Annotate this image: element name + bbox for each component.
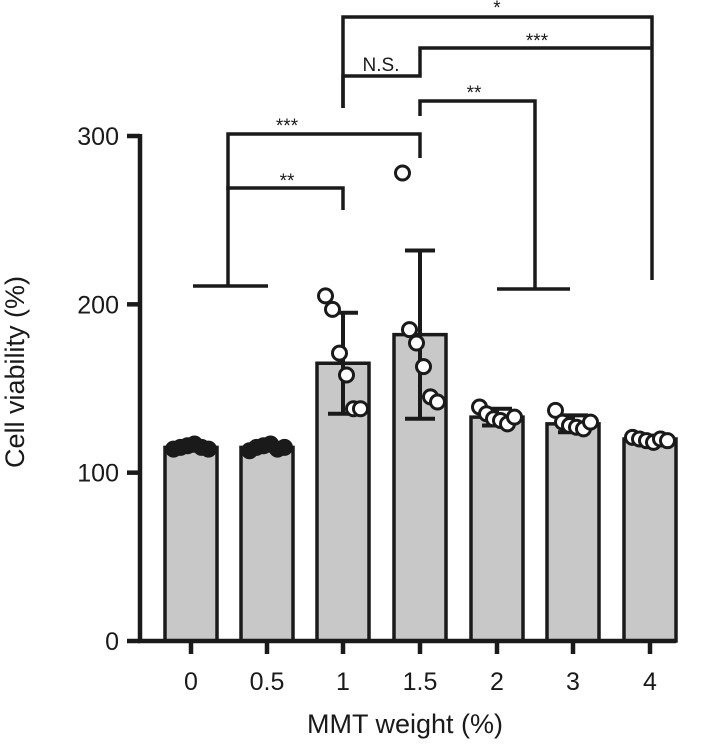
bar — [545, 422, 601, 643]
significance-bracket — [418, 99, 537, 289]
y-tick-label: 300 — [77, 123, 119, 151]
x-axis-title: MMT weight (%) — [307, 709, 503, 739]
significance-bracket — [418, 46, 652, 72]
y-tick-label: 100 — [77, 460, 119, 488]
axes — [127, 133, 676, 654]
bar — [622, 437, 678, 643]
significance-bracket — [226, 186, 345, 210]
data-point — [352, 400, 369, 418]
significance-label: ** — [467, 83, 482, 104]
tick-labels: 0 100 200 300 0 0.5 1 1.5 2 3 4 — [77, 123, 657, 696]
data-point — [338, 366, 355, 384]
bar — [239, 445, 295, 643]
significance-bracket — [341, 15, 654, 280]
data-point — [506, 408, 523, 426]
x-tick-label: 3 — [566, 668, 580, 696]
data-point — [200, 440, 217, 458]
significance-label: *** — [526, 31, 549, 52]
x-tick-label: 0.5 — [250, 668, 285, 696]
significance-bracket — [341, 72, 422, 108]
data-points — [165, 164, 676, 460]
data-point — [408, 334, 425, 352]
bar — [163, 445, 219, 643]
y-tick-label: 0 — [105, 628, 119, 656]
data-point — [582, 413, 599, 431]
data-point — [394, 164, 411, 182]
data-point — [659, 432, 676, 450]
x-tick-label: 2 — [490, 668, 504, 696]
data-point — [415, 358, 432, 376]
significance-label: ** — [280, 171, 295, 192]
significance-bracket — [226, 132, 422, 286]
bars — [163, 332, 678, 643]
data-point — [324, 300, 341, 318]
y-axis-title: Cell viability (%) — [0, 276, 30, 468]
y-tick-label: 200 — [77, 291, 119, 319]
data-point — [429, 393, 446, 411]
data-point — [317, 287, 334, 305]
x-tick-label: 1.5 — [403, 668, 438, 696]
data-point — [276, 438, 293, 456]
bar — [469, 415, 525, 643]
significance-label: *** — [276, 116, 299, 137]
significance-label: * — [493, 0, 501, 19]
data-point — [401, 321, 418, 339]
x-tick-label: 1 — [336, 668, 350, 696]
significance-label: N.S. — [363, 55, 400, 76]
x-tick-label: 0 — [184, 668, 198, 696]
data-point — [331, 344, 348, 362]
x-tick-label: 4 — [643, 668, 657, 696]
significance-brackets: ****N.S.******* — [193, 0, 654, 291]
